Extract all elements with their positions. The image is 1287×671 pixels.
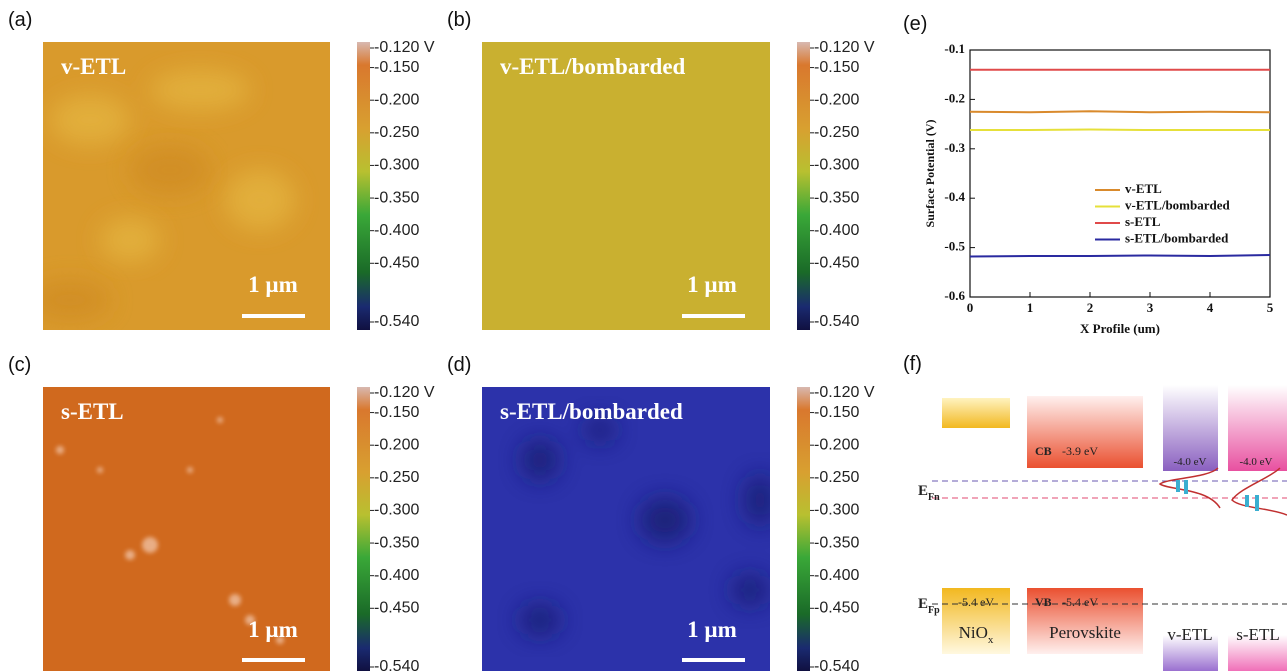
- vb-value: -5.4 eV: [1062, 595, 1098, 609]
- colorbar-label: -0.540: [814, 313, 859, 330]
- panel-letter: (d): [447, 354, 471, 376]
- x-tick-label: 0: [967, 300, 974, 315]
- colorbar-label: -0.300: [814, 502, 859, 519]
- colorbar-label: -0.150: [814, 59, 859, 76]
- colorbar-label: -0.350: [374, 189, 419, 206]
- y-axis-label: Surface Potential (V): [923, 120, 937, 228]
- x-tick-label: 1: [1027, 300, 1034, 315]
- colorbar-label: -0.540: [374, 658, 419, 671]
- image-label: s-ETL: [61, 399, 124, 424]
- colorbar-label: -0.450: [814, 255, 859, 272]
- colorbar-label: -0.200: [814, 91, 859, 108]
- cb-value: -3.9 eV: [1062, 444, 1098, 458]
- colorbar-label: -0.450: [374, 255, 419, 272]
- legend-label: v-ETL/bombarded: [1125, 197, 1231, 212]
- x-axis-label: X Profile (um): [1080, 321, 1160, 336]
- colorbars: [357, 42, 810, 671]
- image-label: v-ETL: [61, 54, 126, 79]
- efp-label: EFp: [918, 596, 940, 616]
- colorbar-label: -0.200: [374, 91, 419, 108]
- vb-label: VB: [1035, 595, 1052, 609]
- colorbar-label: -0.350: [374, 534, 419, 551]
- scale-label: 1 µm: [248, 272, 298, 297]
- plot-frame: [969, 49, 1271, 298]
- colorbar-label: -0.200: [814, 436, 859, 453]
- colorbar-label: -0.120 V: [374, 384, 435, 401]
- colorbar-label: -0.540: [374, 313, 419, 330]
- y-tick-label: -0.3: [944, 140, 965, 155]
- nio-label: NiOx: [959, 623, 994, 646]
- scale-label: 1 µm: [248, 617, 298, 642]
- panel-letter: (c): [8, 354, 31, 376]
- colorbar-label: -0.300: [814, 157, 859, 174]
- colorbar-label: -0.400: [814, 567, 859, 584]
- colorbar-label: -0.450: [814, 600, 859, 617]
- colorbar-label: -0.300: [374, 157, 419, 174]
- y-tick-label: -0.4: [944, 189, 965, 204]
- panel-letter: (a): [8, 9, 32, 31]
- cb-label: CB: [1035, 444, 1052, 458]
- series-line: [969, 110, 1271, 114]
- energy-diagram: [932, 385, 1287, 671]
- colorbar-label: -0.400: [374, 567, 419, 584]
- colorbar-label: -0.350: [814, 534, 859, 551]
- colorbar-label: -0.250: [814, 124, 859, 141]
- x-tick-label: 3: [1147, 300, 1154, 315]
- v-etl-label: v-ETL: [1167, 625, 1212, 644]
- y-tick-label: -0.2: [944, 90, 965, 105]
- scale-label: 1 µm: [687, 617, 737, 642]
- colorbar-label: -0.150: [374, 59, 419, 76]
- afm-image: [43, 387, 330, 671]
- v-etl-value: -4.0 eV: [1174, 456, 1207, 468]
- x-tick-label: 5: [1267, 300, 1274, 315]
- perovskite-label: Perovskite: [1049, 623, 1121, 642]
- colorbar-label: -0.400: [814, 222, 859, 239]
- colorbar-label: -0.120 V: [814, 384, 875, 401]
- s-etl-value: -4.0 eV: [1240, 456, 1273, 468]
- colorbar-label: -0.250: [374, 469, 419, 486]
- colorbar-label: -0.120 V: [814, 39, 875, 56]
- x-tick-label: 2: [1087, 300, 1094, 315]
- y-tick-label: -0.5: [944, 239, 965, 254]
- image-label: v-ETL/bombarded: [500, 54, 686, 79]
- y-tick-label: -0.1: [944, 41, 965, 56]
- colorbar-label: -0.250: [814, 469, 859, 486]
- scale-label: 1 µm: [687, 272, 737, 297]
- colorbar-label: -0.150: [814, 404, 859, 421]
- colorbar-label: -0.350: [814, 189, 859, 206]
- nio-value: -5.4 eV: [958, 595, 994, 609]
- colorbar-label: -0.400: [374, 222, 419, 239]
- legend-label: s-ETL/bombarded: [1125, 230, 1229, 245]
- colorbar-label: -0.120 V: [374, 39, 435, 56]
- legend-label: s-ETL: [1125, 214, 1161, 229]
- image-label: s-ETL/bombarded: [500, 399, 683, 424]
- series-line: [969, 254, 1271, 258]
- scale-bars: [242, 314, 745, 662]
- efn-label: EFn: [918, 483, 940, 503]
- s-etl-label: s-ETL: [1236, 625, 1279, 644]
- panel-letter: (e): [903, 13, 927, 35]
- colorbar-label: -0.540: [814, 658, 859, 671]
- y-tick-label: -0.6: [944, 288, 965, 303]
- colorbar-label: -0.150: [374, 404, 419, 421]
- colorbar-label: -0.200: [374, 436, 419, 453]
- legend-label: v-ETL: [1125, 181, 1162, 196]
- panel-letter: (b): [447, 9, 471, 31]
- x-tick-label: 4: [1207, 300, 1214, 315]
- colorbar-label: -0.250: [374, 124, 419, 141]
- afm-image: [482, 387, 770, 671]
- afm-image: [43, 42, 330, 330]
- panel-letter: (f): [903, 353, 922, 375]
- colorbar-label: -0.300: [374, 502, 419, 519]
- afm-image: [482, 42, 770, 330]
- colorbar-label: -0.450: [374, 600, 419, 617]
